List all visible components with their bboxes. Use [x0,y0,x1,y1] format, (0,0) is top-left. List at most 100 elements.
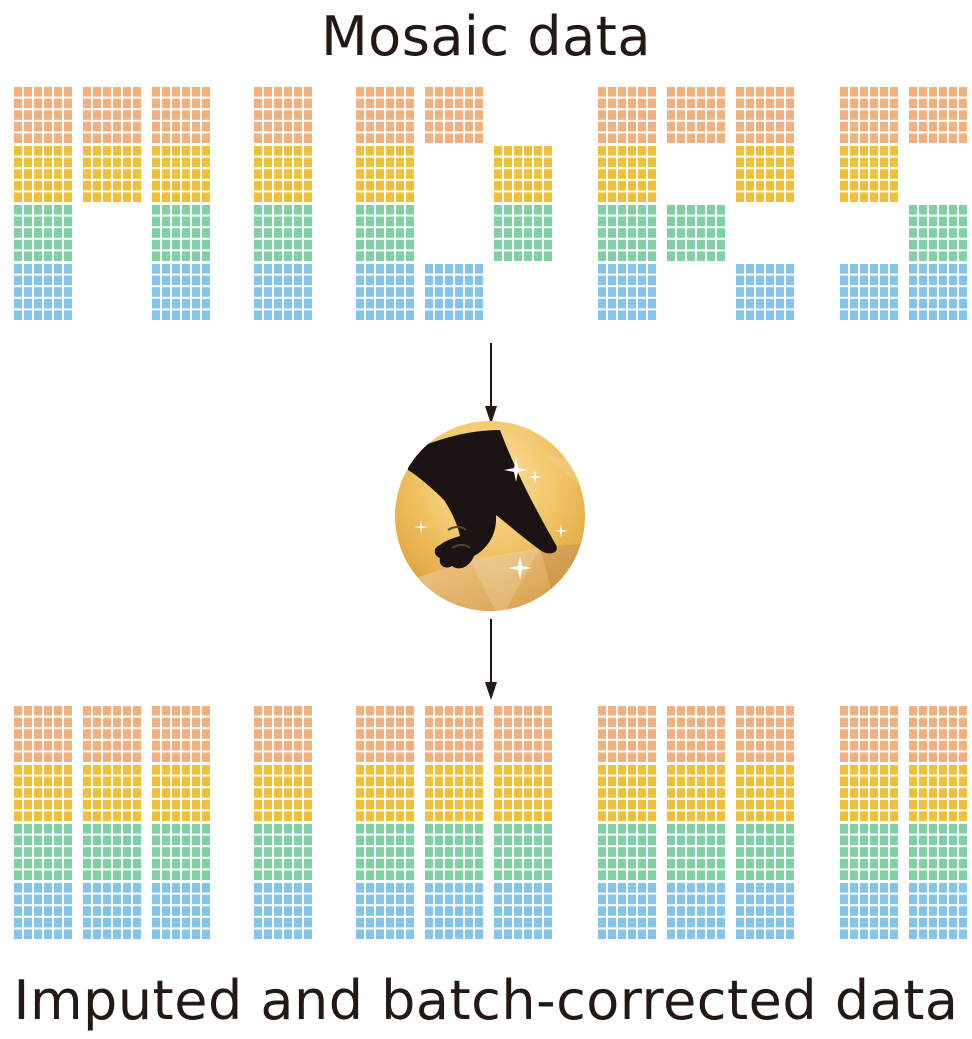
bottom-title: Imputed and batch-corrected data [13,969,959,1032]
imputed-letter-d [356,706,552,939]
mosaic-batch-a2-modality-3 [667,205,725,261]
mosaic-batch-a1-modality-3 [598,205,656,261]
imputed-batch-s1-modality-3 [840,824,898,880]
imputed-letter-a [598,706,794,939]
imputed-batch-s1-modality-2 [840,765,898,821]
down-arrow-bottom [485,619,497,700]
imputed-batch-i1-modality-4 [254,883,312,939]
imputed-batch-d3-modality-4 [494,883,552,939]
mosaic-batch-i1-modality-4 [254,264,312,320]
mosaic-batch-i1-modality-2 [254,146,312,202]
mosaic-batch-m1-modality-4 [14,264,72,320]
imputed-batch-m3-modality-4 [152,883,210,939]
mosaic-batch-m1-modality-3 [14,205,72,261]
mosaic-batch-m3-modality-3 [152,205,210,261]
imputed-batch-i1-modality-2 [254,765,312,821]
mosaic-batch-m3-modality-1 [152,87,210,143]
imputed-batch-m2-modality-3 [83,824,141,880]
imputed-batch-a3-modality-4 [736,883,794,939]
mosaic-batch-i1-modality-3 [254,205,312,261]
imputed-batch-m3-modality-3 [152,824,210,880]
imputed-batch-m3-modality-1 [152,706,210,762]
mosaic-letter-a [598,87,794,320]
imputed-batch-d2-modality-2 [425,765,483,821]
mosaic-batch-m3-modality-4 [152,264,210,320]
mosaic-batch-s1-modality-4 [840,264,898,320]
mosaic-data-grid [14,87,967,320]
imputed-batch-d2-modality-3 [425,824,483,880]
mosaic-batch-a1-modality-4 [598,264,656,320]
imputed-batch-d3-modality-1 [494,706,552,762]
mosaic-batch-d3-modality-3 [494,205,552,261]
imputed-batch-a1-modality-2 [598,765,656,821]
mosaic-batch-a1-modality-1 [598,87,656,143]
imputed-batch-d2-modality-1 [425,706,483,762]
imputed-batch-a1-modality-3 [598,824,656,880]
imputed-batch-a3-modality-1 [736,706,794,762]
imputed-batch-a1-modality-1 [598,706,656,762]
imputed-data-grid [14,706,967,939]
mosaic-letter-d [356,87,552,320]
mosaic-batch-m1-modality-2 [14,146,72,202]
imputed-batch-d1-modality-4 [356,883,414,939]
mosaic-batch-a3-modality-2 [736,146,794,202]
imputed-letter-s [840,706,967,939]
mosaic-batch-a2-modality-1 [667,87,725,143]
mosaic-batch-m2-modality-1 [83,87,141,143]
imputed-batch-i1-modality-1 [254,706,312,762]
imputed-batch-m1-modality-4 [14,883,72,939]
imputed-batch-a2-modality-1 [667,706,725,762]
mosaic-batch-a3-modality-4 [736,264,794,320]
imputed-batch-s2-modality-2 [909,765,967,821]
mosaic-batch-m1-modality-1 [14,87,72,143]
imputed-batch-a2-modality-3 [667,824,725,880]
imputed-batch-m2-modality-4 [83,883,141,939]
imputed-letter-i [254,706,312,939]
mosaic-letter-m [14,87,210,320]
imputed-batch-m1-modality-2 [14,765,72,821]
imputed-batch-s2-modality-4 [909,883,967,939]
mosaic-batch-m3-modality-2 [152,146,210,202]
imputed-batch-m3-modality-2 [152,765,210,821]
mosaic-batch-s2-modality-1 [909,87,967,143]
imputed-batch-d1-modality-2 [356,765,414,821]
imputed-batch-m2-modality-2 [83,765,141,821]
imputed-batch-m1-modality-3 [14,824,72,880]
mosaic-batch-s1-modality-2 [840,146,898,202]
pointing-hand-icon [395,421,585,611]
mosaic-batch-i1-modality-1 [254,87,312,143]
imputed-batch-s2-modality-1 [909,706,967,762]
mosaic-batch-d3-modality-2 [494,146,552,202]
top-title: Mosaic data [321,5,651,68]
mosaic-letter-i [254,87,312,320]
imputed-batch-d3-modality-3 [494,824,552,880]
mosaic-batch-d1-modality-3 [356,205,414,261]
mosaic-batch-d1-modality-4 [356,264,414,320]
imputed-batch-m2-modality-1 [83,706,141,762]
imputed-letter-m [14,706,210,939]
imputed-batch-d1-modality-1 [356,706,414,762]
imputed-batch-d2-modality-4 [425,883,483,939]
imputed-batch-i1-modality-3 [254,824,312,880]
imputed-batch-a3-modality-2 [736,765,794,821]
mosaic-letter-s [840,87,967,320]
mosaic-batch-m2-modality-2 [83,146,141,202]
mosaic-batch-s2-modality-3 [909,205,967,261]
imputed-batch-d1-modality-3 [356,824,414,880]
imputed-batch-s2-modality-3 [909,824,967,880]
imputed-batch-m1-modality-1 [14,706,72,762]
down-arrow-top [485,343,497,424]
mosaic-batch-a3-modality-1 [736,87,794,143]
mosaic-batch-a1-modality-2 [598,146,656,202]
imputed-batch-s1-modality-1 [840,706,898,762]
mosaic-batch-d1-modality-2 [356,146,414,202]
imputed-batch-a1-modality-4 [598,883,656,939]
mosaic-batch-d2-modality-4 [425,264,483,320]
imputed-batch-a2-modality-4 [667,883,725,939]
mosaic-batch-s2-modality-4 [909,264,967,320]
imputed-batch-a2-modality-2 [667,765,725,821]
imputed-batch-s1-modality-4 [840,883,898,939]
mosaic-batch-d2-modality-1 [425,87,483,143]
imputed-batch-d3-modality-2 [494,765,552,821]
